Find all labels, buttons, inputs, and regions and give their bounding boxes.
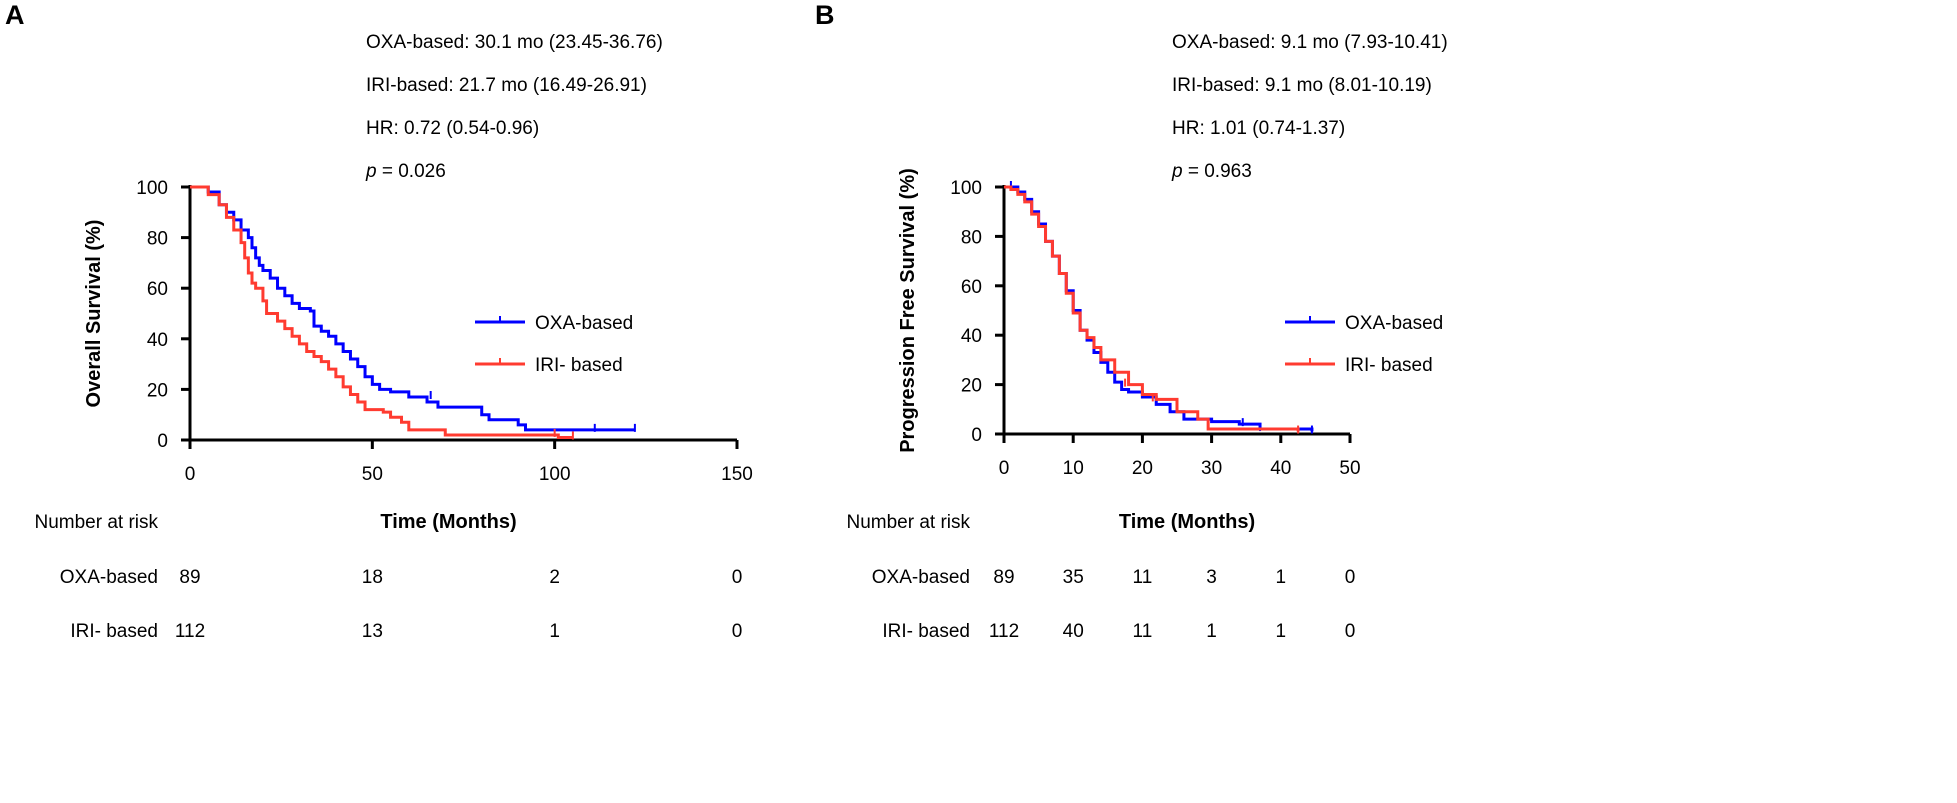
risk-value: 0 bbox=[732, 621, 743, 642]
y-tick-label: 80 bbox=[147, 229, 168, 250]
p-symbol: p bbox=[365, 161, 377, 182]
stats-line: IRI-based: 9.1 mo (8.01-10.19) bbox=[1172, 75, 1432, 96]
x-tick-label: 20 bbox=[1132, 458, 1153, 479]
stats-line: OXA-based: 30.1 mo (23.45-36.76) bbox=[366, 32, 663, 53]
y-axis-label: Overall Survival (%) bbox=[83, 220, 105, 408]
risk-table-title: Number at risk bbox=[846, 512, 970, 533]
risk-value: 1 bbox=[1276, 567, 1287, 588]
p-value-number: = 0.963 bbox=[1183, 161, 1252, 182]
risk-row-label: OXA-based bbox=[60, 567, 158, 588]
legend-label: OXA-based bbox=[1345, 313, 1443, 334]
risk-value: 11 bbox=[1133, 567, 1153, 588]
x-axis-label: Time (Months) bbox=[380, 511, 516, 533]
stats-line: HR: 0.72 (0.54-0.96) bbox=[366, 118, 539, 139]
x-tick-label: 40 bbox=[1270, 458, 1291, 479]
legend-label: OXA-based bbox=[535, 313, 633, 334]
y-tick-label: 100 bbox=[950, 178, 982, 199]
risk-row-label: OXA-based bbox=[872, 567, 970, 588]
x-tick-label: 100 bbox=[539, 464, 571, 485]
risk-value: 3 bbox=[1206, 567, 1217, 588]
y-axis-label: Progression Free Survival (%) bbox=[897, 168, 919, 453]
risk-value: 40 bbox=[1063, 621, 1084, 642]
risk-value: 0 bbox=[1345, 621, 1356, 642]
y-tick-label: 20 bbox=[147, 380, 168, 401]
risk-row-label: IRI- based bbox=[70, 621, 158, 642]
stats-line: OXA-based: 9.1 mo (7.93-10.41) bbox=[1172, 32, 1448, 53]
risk-value: 112 bbox=[175, 621, 205, 642]
stats-line: IRI-based: 21.7 mo (16.49-26.91) bbox=[366, 75, 647, 96]
p-symbol: p bbox=[1171, 161, 1183, 182]
risk-value: 0 bbox=[1345, 567, 1356, 588]
y-tick-label: 80 bbox=[961, 227, 982, 248]
x-tick-label: 30 bbox=[1201, 458, 1222, 479]
y-tick-label: 0 bbox=[971, 425, 982, 446]
legend-label: IRI- based bbox=[535, 355, 623, 376]
p-value: p = 0.026 bbox=[365, 161, 446, 182]
y-tick-label: 40 bbox=[147, 330, 168, 351]
risk-value: 2 bbox=[549, 567, 560, 588]
km-curve-oxa bbox=[1004, 185, 1314, 432]
p-value: p = 0.963 bbox=[1171, 161, 1252, 182]
risk-value: 112 bbox=[989, 621, 1019, 642]
km-curve-iri bbox=[1004, 185, 1300, 432]
risk-value: 1 bbox=[1206, 621, 1217, 642]
y-tick-label: 40 bbox=[961, 326, 982, 347]
y-tick-label: 20 bbox=[961, 376, 982, 397]
km-curve-oxa bbox=[190, 185, 635, 432]
x-tick-label: 50 bbox=[1339, 458, 1360, 479]
p-value-number: = 0.026 bbox=[377, 161, 446, 182]
km-curve-iri bbox=[190, 185, 573, 439]
legend-label: IRI- based bbox=[1345, 355, 1433, 376]
risk-value: 35 bbox=[1063, 567, 1084, 588]
risk-value: 11 bbox=[1133, 621, 1153, 642]
risk-value: 89 bbox=[179, 567, 200, 588]
x-tick-label: 10 bbox=[1063, 458, 1084, 479]
x-tick-label: 50 bbox=[362, 464, 383, 485]
stats-line: HR: 1.01 (0.74-1.37) bbox=[1172, 118, 1345, 139]
risk-value: 0 bbox=[732, 567, 743, 588]
y-tick-label: 60 bbox=[961, 277, 982, 298]
x-tick-label: 150 bbox=[721, 464, 753, 485]
x-tick-label: 0 bbox=[999, 458, 1010, 479]
y-tick-label: 0 bbox=[157, 431, 168, 452]
risk-row-label: IRI- based bbox=[882, 621, 970, 642]
risk-value: 1 bbox=[549, 621, 560, 642]
y-tick-label: 60 bbox=[147, 279, 168, 300]
risk-value: 1 bbox=[1276, 621, 1287, 642]
y-tick-label: 100 bbox=[136, 178, 168, 199]
panel-letter: A bbox=[5, 0, 25, 30]
panel-letter: B bbox=[815, 0, 835, 30]
risk-table-title: Number at risk bbox=[34, 512, 158, 533]
x-axis-label: Time (Months) bbox=[1119, 511, 1255, 533]
risk-value: 89 bbox=[993, 567, 1014, 588]
risk-value: 18 bbox=[362, 567, 383, 588]
risk-value: 13 bbox=[362, 621, 383, 642]
x-tick-label: 0 bbox=[185, 464, 196, 485]
